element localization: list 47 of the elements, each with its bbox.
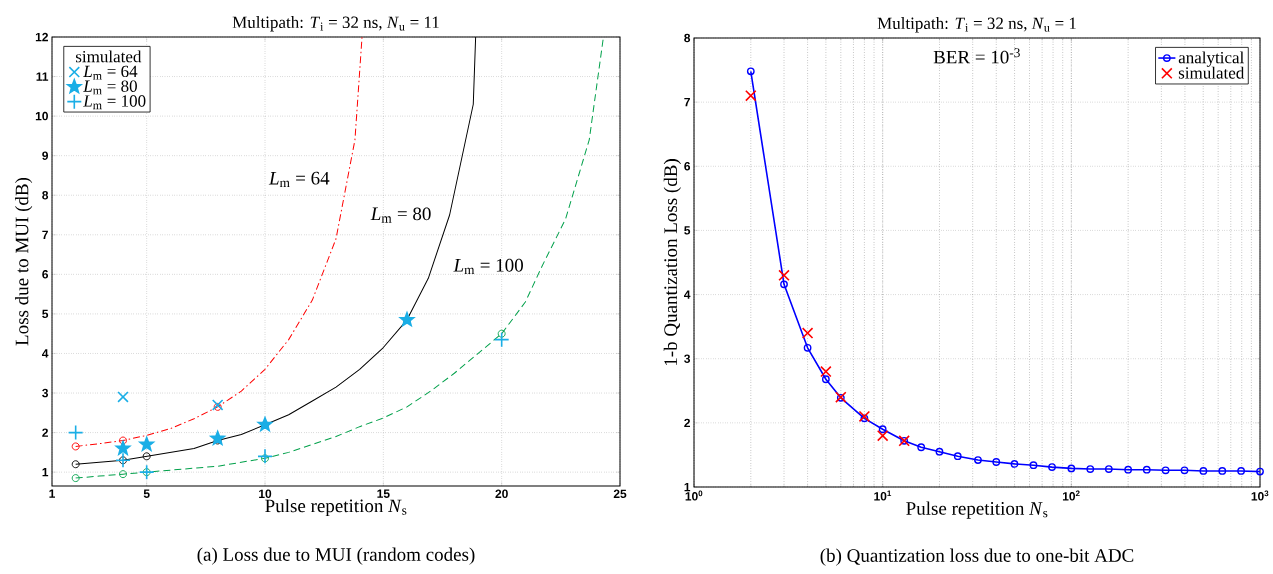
y-tick-label: 6 [42, 270, 49, 279]
y-tick-label: 8 [684, 33, 691, 43]
annotation: L$_{m}$ = 64 [268, 171, 330, 187]
y-tick-label: 4 [683, 290, 691, 299]
y-tick-label: 3 [684, 354, 691, 363]
x-tick-label: 1 [49, 489, 56, 498]
x-axis-title: Pulse repetition N$_{s}$ [265, 498, 407, 517]
legend-title: simulated [75, 50, 142, 63]
legend-label: L$_{m}$ = 64 [83, 65, 138, 80]
text: (b) Quantization loss due to one-bit ADC [820, 548, 1134, 566]
x-tick-label: 15 [377, 489, 390, 498]
x-tick-label: 10$^{1}$ [874, 490, 892, 501]
y-tick-label: 8 [42, 190, 49, 200]
legend-label: L$_{m}$ = 80 [83, 80, 137, 95]
y-tick-label: 9 [42, 151, 49, 160]
y-tick-label: 5 [684, 226, 691, 235]
y-tick-label: 7 [684, 98, 690, 107]
y-axis-title: 1-b Quantization Loss (dB) [663, 159, 681, 366]
y-tick-label: 3 [42, 388, 49, 398]
y-tick-label: 6 [684, 162, 691, 171]
y-tick-label: 7 [42, 230, 48, 239]
y-tick-label: 12 [35, 32, 48, 42]
x-tick-label: 10$^{3}$ [1251, 490, 1269, 501]
text: (a) Loss due to MUI (random codes) [197, 547, 475, 565]
legend-label: L$_{m}$ = 100 [83, 95, 146, 110]
chart-title: Multipath: T$_{i}$ = 32 ns, N$_{u}$ = 11 [232, 16, 439, 32]
legend-label: simulated [1178, 66, 1245, 79]
annotation: BER = 10$^{-3}$ [933, 48, 1020, 64]
y-tick-label: 4 [41, 349, 49, 358]
y-tick-label: 5 [42, 309, 49, 319]
annotation: L$_{m}$ = 100 [453, 258, 523, 275]
y-tick-label: 2 [684, 418, 690, 428]
x-tick-label: 10$^{2}$ [1062, 490, 1080, 501]
annotation: L$_{m}$ = 80 [370, 207, 431, 223]
y-tick-label: 2 [42, 428, 48, 437]
y-tick-label: 1 [42, 468, 49, 477]
y-tick-label: 10 [35, 111, 48, 121]
x-axis-title: Pulse repetition N$_{s}$ [906, 501, 1048, 519]
y-axis-title: Loss due to MUI (dB) [15, 177, 33, 346]
legend-label: analytical [1178, 51, 1244, 67]
chart-title: Multipath: T$_{i}$ = 32 ns, N$_{u}$ = 1 [877, 17, 1076, 33]
x-tick-label: 20 [495, 489, 508, 499]
x-tick-label: 25 [613, 489, 627, 499]
x-tick-label: 10 [259, 489, 272, 499]
x-tick-label: 10$^{0}$ [685, 490, 703, 501]
y-tick-label: 11 [36, 72, 49, 81]
x-tick-label: 5 [143, 489, 150, 498]
